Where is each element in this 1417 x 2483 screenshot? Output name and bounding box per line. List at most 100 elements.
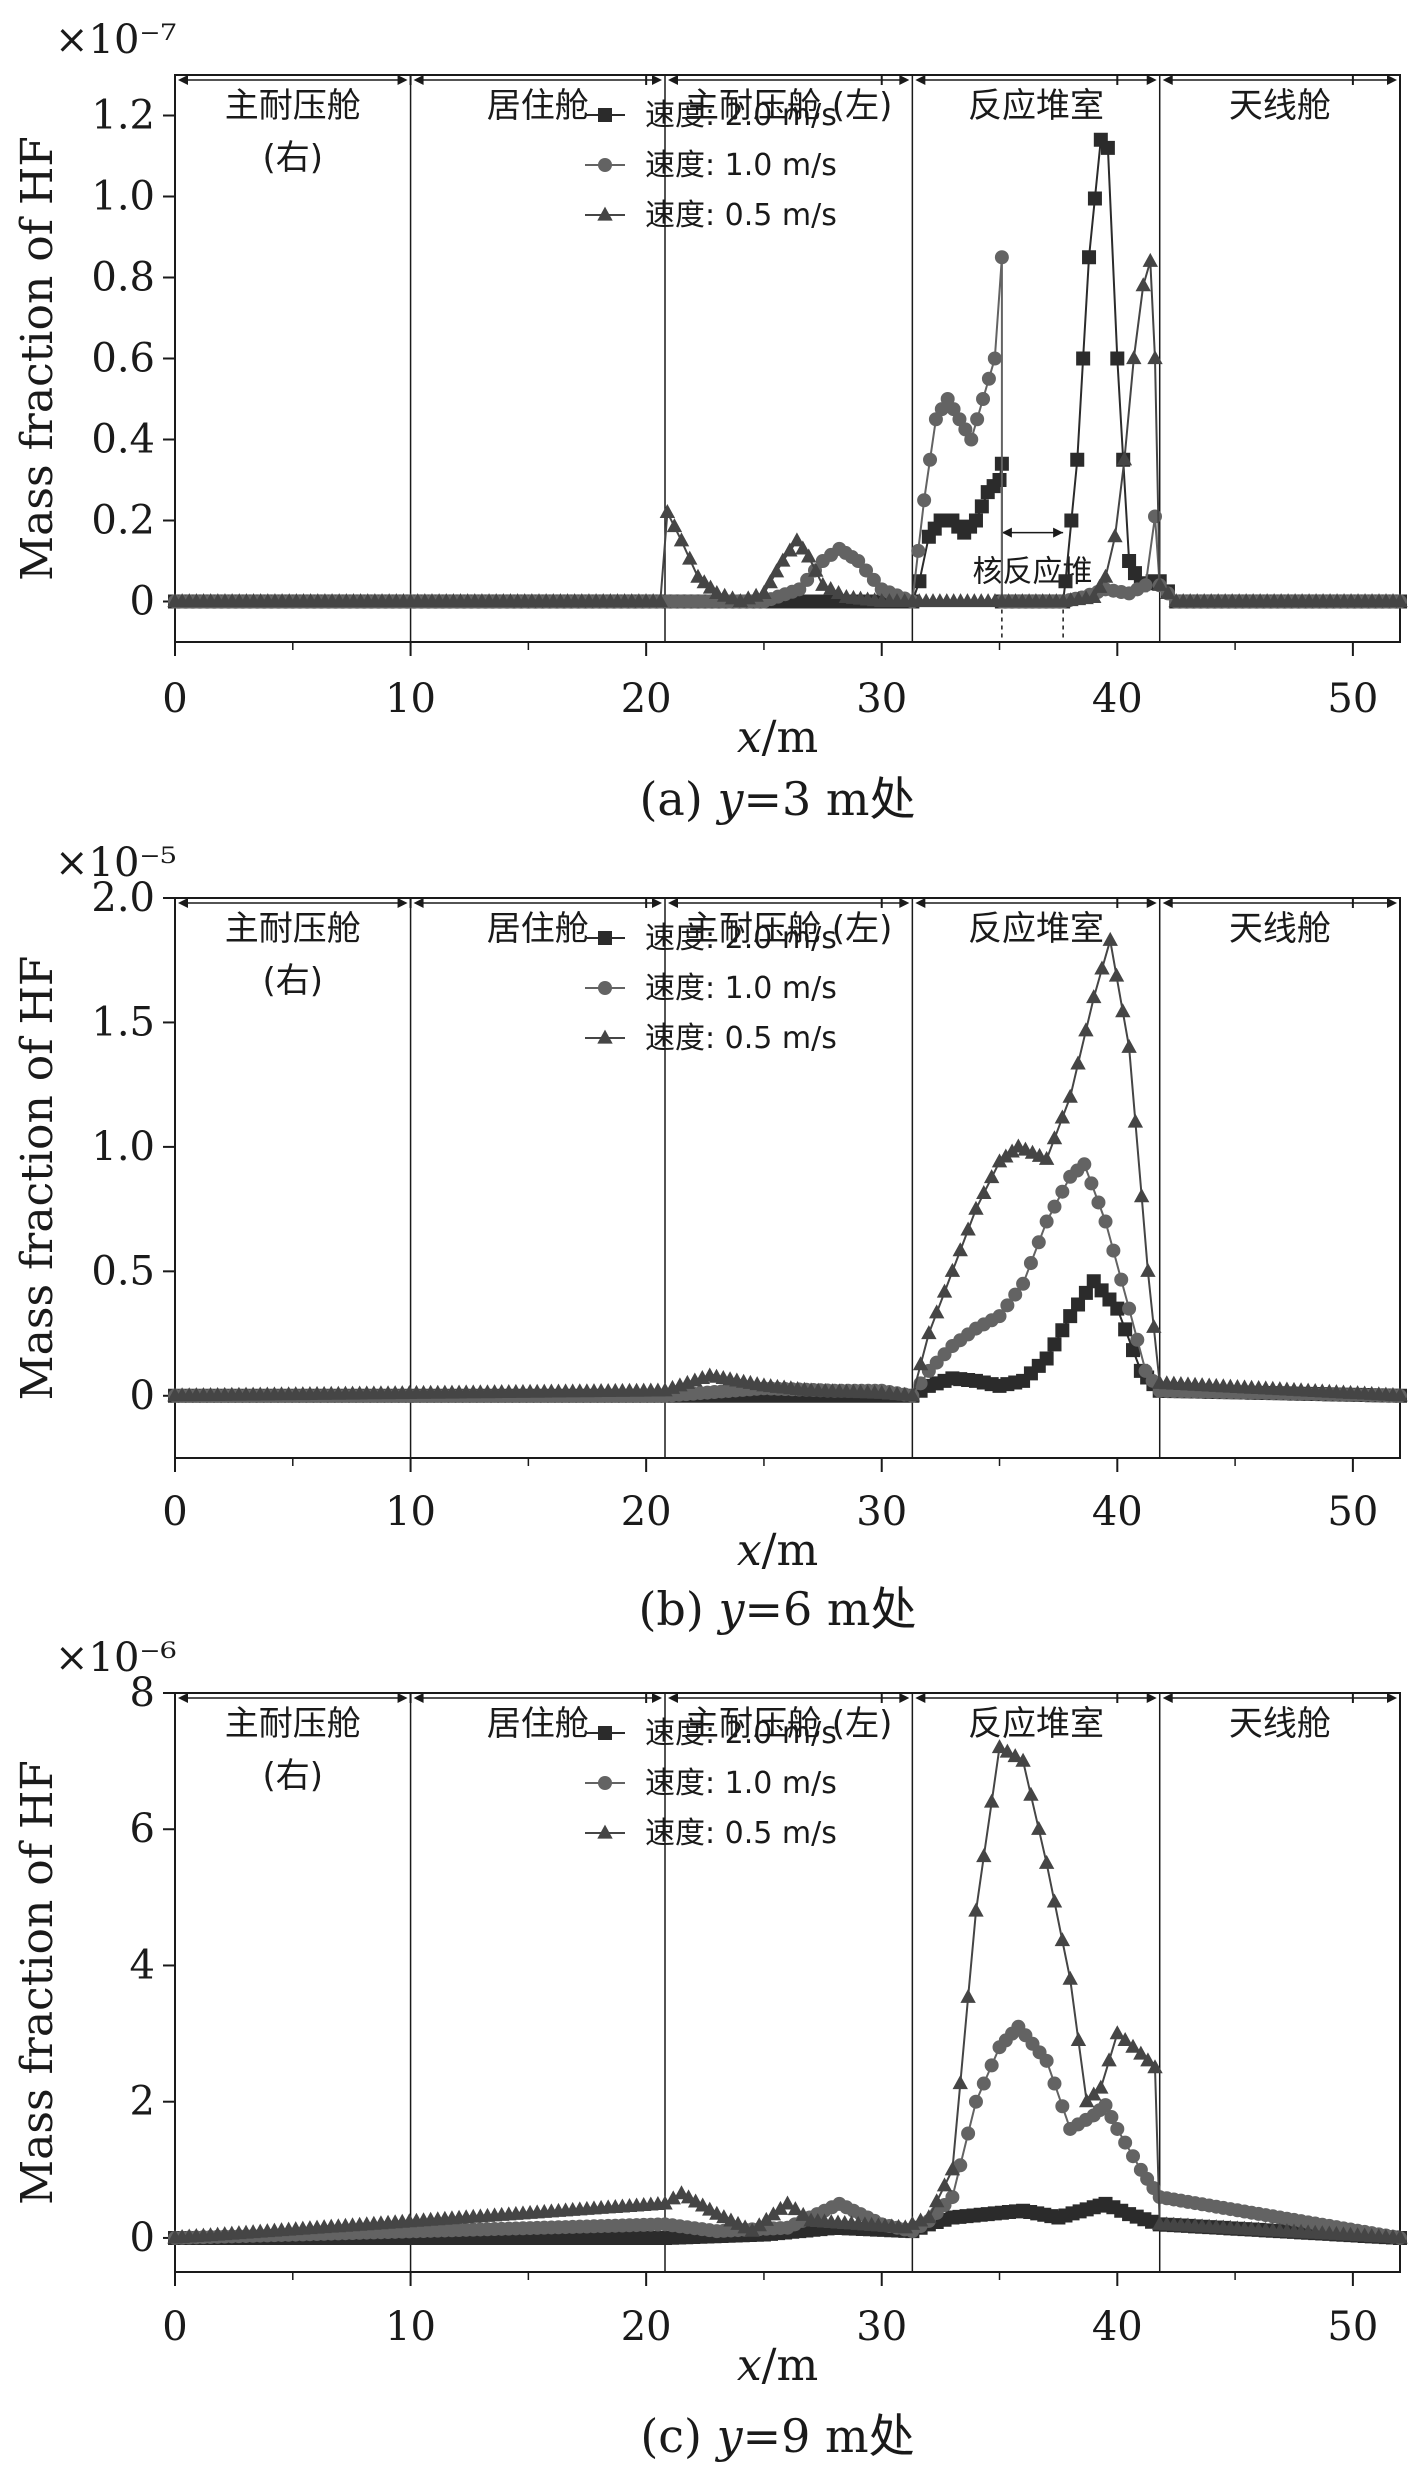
x-axis-title: x/m <box>737 1525 818 1576</box>
zone-label-0-line2: (右) <box>263 961 324 1001</box>
x-tick-label: 10 <box>385 2304 436 2350</box>
x-tick-label: 40 <box>1092 1489 1143 1535</box>
y-tick-label: 2 <box>130 2079 155 2125</box>
y-exponent-label: ×10⁻⁷ <box>55 17 177 63</box>
y-tick-label: 6 <box>130 1806 155 1852</box>
x-tick-label: 0 <box>162 2304 187 2350</box>
y-tick-label: 0.5 <box>91 1248 155 1294</box>
x-tick-label: 0 <box>162 1489 187 1535</box>
caption-prefix: (a) <box>639 772 717 826</box>
y-tick-label: 0 <box>130 1373 155 1419</box>
y-tick-label: 0 <box>130 2215 155 2261</box>
zone-arrowhead-left-0 <box>178 75 188 85</box>
caption-var: y <box>715 2409 744 2463</box>
zone-arrowhead-left-1 <box>413 898 424 908</box>
zone-arrowhead-right-0 <box>397 1693 408 1703</box>
panel-1: ×10⁻⁵ 主耐压舱 (右) 居住舱 主耐压舱 (左) 反应堆室 天线舱 0 10 20 30 40 5… <box>12 840 1408 1636</box>
legend-label-0: 速度: 2.0 m/s <box>645 1716 837 1751</box>
zone-arrowhead-right-0 <box>397 898 408 908</box>
zone-arrowhead-left-0 <box>178 1693 188 1703</box>
x-axis-title-var: x <box>737 1525 762 1576</box>
y-tick-label: 4 <box>130 1942 155 1988</box>
x-axis-title-var: x <box>737 712 762 763</box>
panel-0: ×10⁻⁷ 主耐压舱 (右) 居住舱 主耐压舱 (左) 反应堆室 天线舱 0 10 20 30 40 5… <box>12 17 1408 826</box>
zone-label-3: 反应堆室 <box>968 86 1104 126</box>
x-tick-label: 50 <box>1327 676 1378 722</box>
y-tick-label: 1.0 <box>91 174 155 220</box>
zone-arrowhead-right-2 <box>899 898 910 908</box>
y-tick-label: 8 <box>130 1670 155 1716</box>
zone-arrowhead-left-2 <box>668 75 678 85</box>
legend-label-2: 速度: 0.5 m/s <box>645 1816 837 1851</box>
legend-label-1: 速度: 1.0 m/s <box>645 971 837 1006</box>
zone-arrowhead-left-4 <box>1162 898 1173 908</box>
y-tick-label: 0 <box>130 579 155 625</box>
x-tick-label: 40 <box>1092 676 1143 722</box>
reactor-annotation-label: 核反应堆 <box>973 554 1093 589</box>
x-tick-label: 30 <box>856 1489 907 1535</box>
series-points-2 <box>167 252 1408 608</box>
y-tick-label: 1.5 <box>91 999 155 1045</box>
series-2 <box>167 252 1408 608</box>
legend-marker-0 <box>598 931 612 945</box>
zone-arrowhead-left-2 <box>668 1693 678 1703</box>
y-tick-label: 0.8 <box>91 255 155 301</box>
y-axis-title: Mass fraction of HF <box>12 956 63 1401</box>
zone-label-3: 反应堆室 <box>968 1704 1104 1744</box>
y-tick-label: 0.4 <box>91 417 155 463</box>
zone-label-0: 主耐压舱 <box>225 1704 361 1744</box>
series-2 <box>167 1739 1408 2244</box>
legend-label-0: 速度: 2.0 m/s <box>645 98 837 133</box>
x-tick-label: 20 <box>621 2304 672 2350</box>
y-axis-title: Mass fraction of HF <box>12 136 63 581</box>
x-tick-label: 0 <box>162 676 187 722</box>
caption-rest: =6 m处 <box>744 1582 916 1636</box>
series-line-1 <box>175 1162 1401 1397</box>
legend-marker-2 <box>597 1824 613 1839</box>
zone-label-2: 主耐压舱 (左) <box>685 909 892 949</box>
legend-label-2: 速度: 0.5 m/s <box>645 1021 837 1056</box>
x-tick-label: 40 <box>1092 2304 1143 2350</box>
x-tick-label: 30 <box>856 2304 907 2350</box>
caption-rest: =9 m处 <box>743 2409 915 2463</box>
legend-label-0: 速度: 2.0 m/s <box>645 921 837 956</box>
legend-marker-0 <box>598 108 612 122</box>
zone-label-0-line2: (右) <box>263 138 324 178</box>
x-axis-title: x/m <box>737 712 818 763</box>
panel-caption: (b) y=6 m处 <box>638 1582 916 1636</box>
zone-arrowhead-right-0 <box>397 75 408 85</box>
x-tick-label: 50 <box>1327 2304 1378 2350</box>
x-tick-label: 30 <box>856 676 907 722</box>
x-axis-title: x/m <box>737 2340 818 2391</box>
legend-marker-2 <box>597 206 613 221</box>
y-tick-label: 0.2 <box>91 498 155 544</box>
zone-label-0: 主耐压舱 <box>225 909 361 949</box>
legend-marker-2 <box>597 1029 613 1044</box>
zone-arrowhead-right-3 <box>1146 75 1157 85</box>
zone-arrowhead-right-3 <box>1146 1693 1157 1703</box>
zone-arrowhead-left-3 <box>915 1693 926 1703</box>
x-tick-label: 10 <box>385 1489 436 1535</box>
y-tick-label: 0.6 <box>91 336 155 382</box>
zone-label-0-line2: (右) <box>263 1756 324 1796</box>
legend-label-1: 速度: 1.0 m/s <box>645 148 837 183</box>
zone-arrowhead-right-1 <box>652 898 662 908</box>
x-tick-label: 20 <box>621 676 672 722</box>
series-2 <box>167 931 1408 1402</box>
zone-arrowhead-left-3 <box>915 898 926 908</box>
plot-frame <box>174 897 1401 1459</box>
zone-label-3: 反应堆室 <box>968 909 1104 949</box>
zone-arrowhead-right-3 <box>1146 898 1157 908</box>
zone-arrowhead-left-4 <box>1162 1693 1173 1703</box>
zone-arrowhead-left-1 <box>413 75 424 85</box>
zone-label-1: 居住舱 <box>487 1704 589 1744</box>
y-exponent-label: ×10⁻⁵ <box>55 840 177 886</box>
series-points-2 <box>167 1739 1408 2244</box>
zone-label-4: 天线舱 <box>1229 1704 1331 1744</box>
y-tick-label: 2.0 <box>91 875 155 921</box>
plot-frame <box>174 1692 1401 2273</box>
reactor-arrowhead-right <box>1053 527 1064 538</box>
panel-caption: (a) y=3 m处 <box>639 772 915 826</box>
